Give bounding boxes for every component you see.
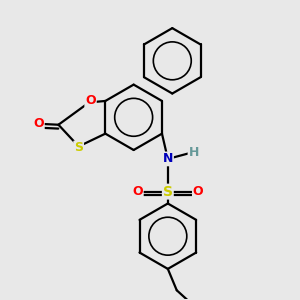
Text: H: H: [188, 146, 199, 159]
Text: O: O: [85, 94, 96, 107]
Text: S: S: [74, 141, 83, 154]
Text: S: S: [163, 184, 173, 199]
Text: O: O: [193, 184, 203, 197]
Text: N: N: [163, 152, 173, 165]
Text: O: O: [132, 184, 143, 197]
Text: O: O: [33, 117, 44, 130]
